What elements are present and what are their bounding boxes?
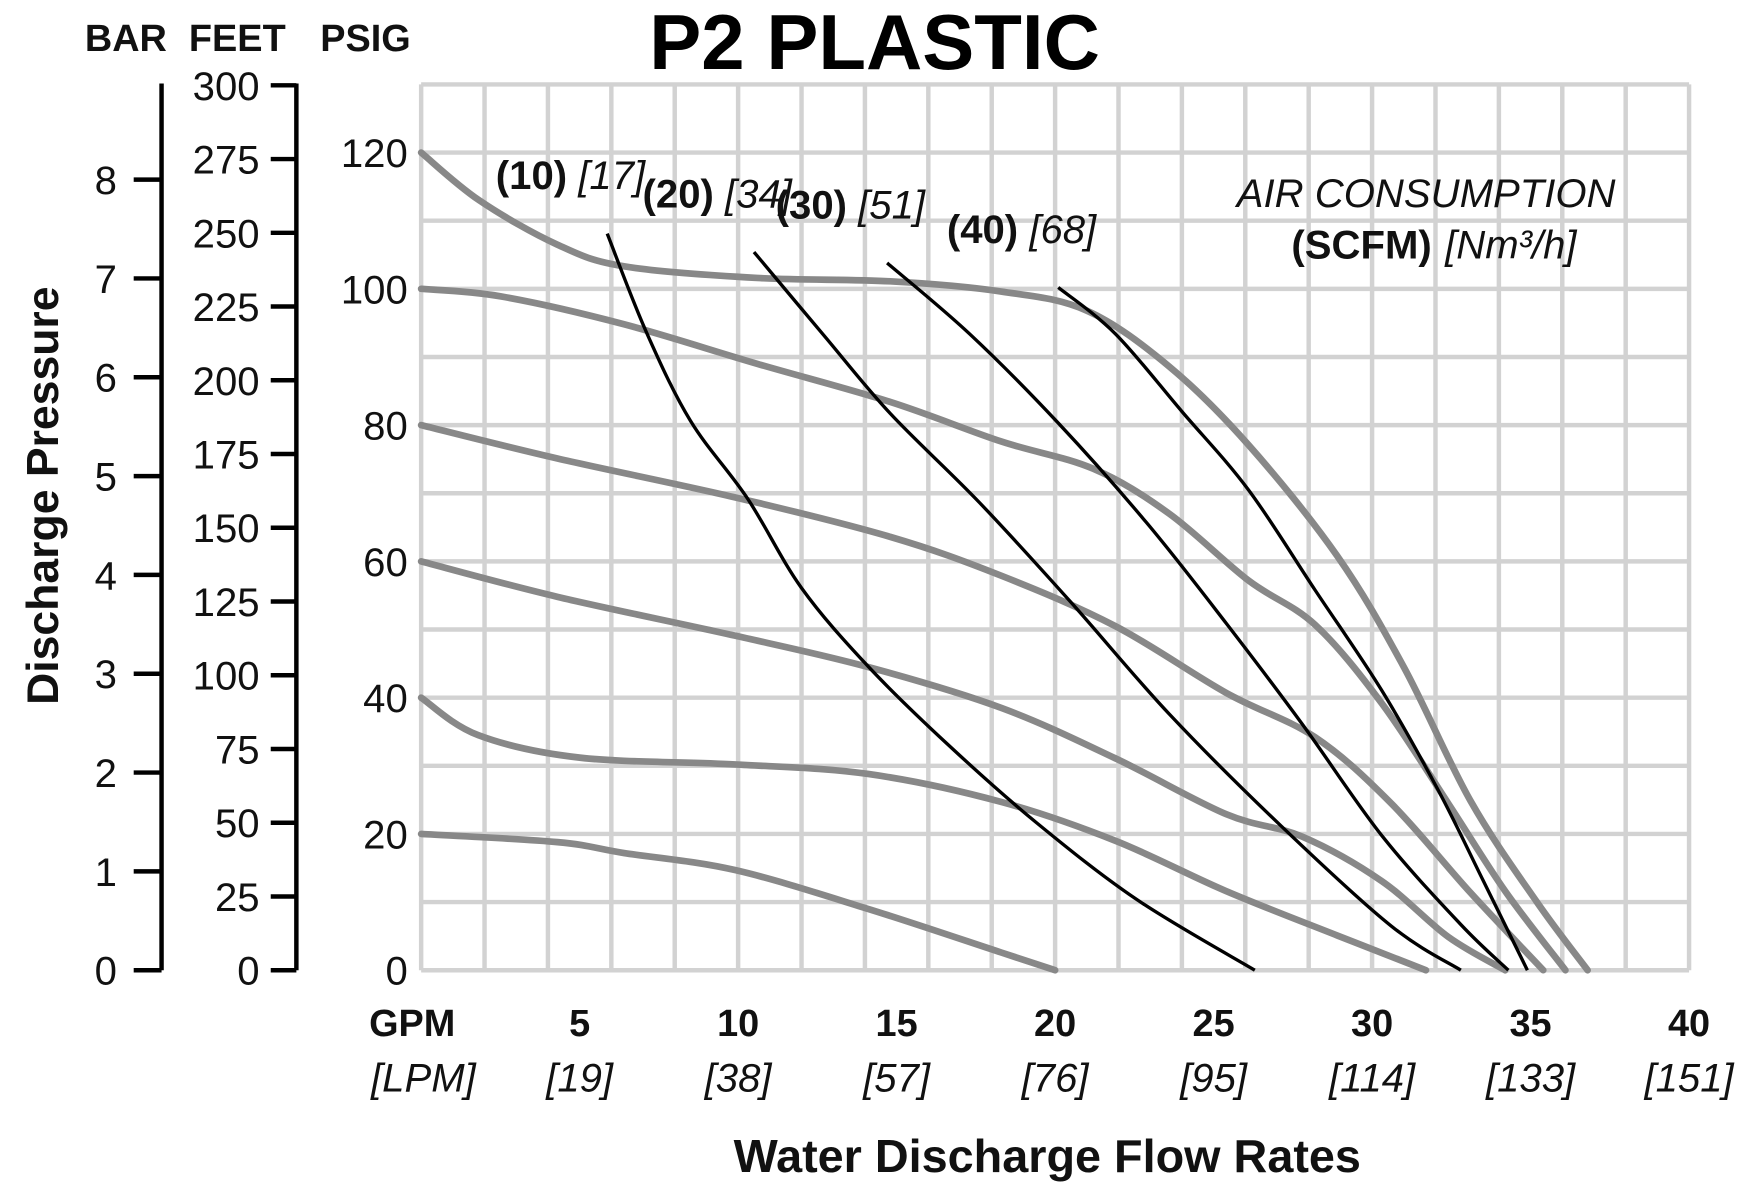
air-curve-30-SCFM <box>886 261 1510 972</box>
labels: (10) [17](20) [34](30) [51] (40) [68] 0 1 2 3 4 5 6 7… <box>19 0 1735 1182</box>
pressure-curve-120-psig <box>417 149 1591 974</box>
psig-tick-label: 20 <box>363 813 408 857</box>
bar-tick-label: 0 <box>95 950 117 994</box>
bar-tick-label: 8 <box>95 159 117 203</box>
x-tick-label-gpm: 40 <box>1668 1003 1710 1045</box>
air-label-nm3h: [34] <box>724 172 793 216</box>
x-tick-label-lpm: [133] <box>1485 1057 1576 1101</box>
bar-tick-label: 6 <box>95 357 117 401</box>
x-tick-label-lpm: [38] <box>704 1057 773 1101</box>
x-tick-label-lpm: [114] <box>1328 1057 1416 1101</box>
air-consumption-title: AIR CONSUMPTION <box>1235 172 1616 216</box>
pressure-curve-20-psig <box>417 830 1059 974</box>
air-consumption-units: (SCFM) [Nm³/h] <box>1291 223 1577 267</box>
psig-tick-label: 40 <box>363 677 408 721</box>
x-axis-title: Water Discharge Flow Rates <box>734 1130 1361 1182</box>
y-axis-title: Discharge Pressure <box>19 286 68 704</box>
air-units-scfm: (SCFM) <box>1291 223 1431 267</box>
bar-tick-label: 4 <box>95 554 117 598</box>
axes <box>133 83 299 973</box>
x-unit-gpm: GPM <box>369 1003 455 1045</box>
x-tick-label-gpm: 35 <box>1510 1003 1552 1045</box>
pressure-curve-40-psig <box>417 694 1430 974</box>
x-tick-label-lpm: [57] <box>862 1057 931 1101</box>
bar-tick-label: 1 <box>95 851 117 895</box>
psig-tick-label: 60 <box>363 541 408 585</box>
x-tick-label-gpm: 25 <box>1193 1003 1235 1045</box>
pressure-curve-80-psig <box>417 421 1547 974</box>
feet-tick-label: 100 <box>193 655 260 699</box>
bar-tick-label: 2 <box>95 752 117 796</box>
x-tick-label-gpm: 20 <box>1034 1003 1076 1045</box>
air-label-nm3h: [17] <box>577 154 646 198</box>
feet-tick-label: 75 <box>215 728 260 772</box>
x-tick-label-gpm: 15 <box>876 1003 918 1045</box>
feet-tick-label: 25 <box>215 876 260 920</box>
feet-tick-label: 150 <box>193 507 260 551</box>
pressure-curve-60-psig <box>417 558 1509 974</box>
feet-tick-label: 125 <box>193 581 260 625</box>
air-curve-label: (20) [34] <box>643 172 793 216</box>
air-label-scfm: (40) <box>947 208 1018 252</box>
x-tick-label-lpm: [76] <box>1021 1057 1090 1101</box>
feet-tick-label: 50 <box>215 802 260 846</box>
air-curve-20-SCFM <box>752 250 1462 972</box>
feet-tick-label: 200 <box>193 360 260 404</box>
air-label-scfm: (20) <box>643 172 714 216</box>
x-tick-label-lpm: [95] <box>1179 1057 1248 1101</box>
air-label-scfm: (30) <box>776 183 847 227</box>
psig-axis-header: PSIG <box>320 18 410 60</box>
air-curve-label: (30) [51] <box>776 183 926 227</box>
psig-tick-label: 100 <box>341 268 408 312</box>
bar-tick-label: 7 <box>95 258 117 302</box>
psig-tick-label: 120 <box>341 132 408 176</box>
psig-tick-label: 80 <box>363 405 408 449</box>
feet-tick-label: 225 <box>193 286 260 330</box>
bar-tick-label: 3 <box>95 653 117 697</box>
bar-axis-header: BAR <box>85 18 167 60</box>
feet-tick-label: 300 <box>193 65 260 109</box>
air-curve-label: (40) [68] <box>947 208 1097 252</box>
feet-tick-label: 175 <box>193 434 260 478</box>
curves <box>417 149 1591 974</box>
x-tick-label-gpm: 10 <box>717 1003 759 1045</box>
air-label-nm3h: [68] <box>1028 208 1097 252</box>
chart-title: P2 PLASTIC <box>649 0 1100 86</box>
feet-tick-label: 250 <box>193 212 260 256</box>
x-unit-lpm: [LPM] <box>370 1057 477 1101</box>
x-tick-label-lpm: [19] <box>545 1057 614 1101</box>
psig-tick-label: 0 <box>385 950 407 994</box>
x-tick-label-gpm: 5 <box>569 1003 590 1045</box>
air-label-nm3h: [51] <box>857 183 926 227</box>
x-tick-label-gpm: 30 <box>1351 1003 1393 1045</box>
feet-tick-label: 275 <box>193 139 260 183</box>
bar-tick-label: 5 <box>95 456 117 500</box>
air-label-scfm: (10) <box>496 154 567 198</box>
x-tick-label-lpm: [151] <box>1643 1057 1734 1101</box>
feet-axis-header: FEET <box>189 18 286 60</box>
air-curve-label: (10) [17] <box>496 154 646 198</box>
air-curve-10-SCFM <box>605 233 1256 972</box>
air-units-nm3h: [Nm³/h] <box>1444 223 1577 267</box>
feet-tick-label: 0 <box>237 950 259 994</box>
air-curve-40-SCFM <box>1057 286 1529 971</box>
